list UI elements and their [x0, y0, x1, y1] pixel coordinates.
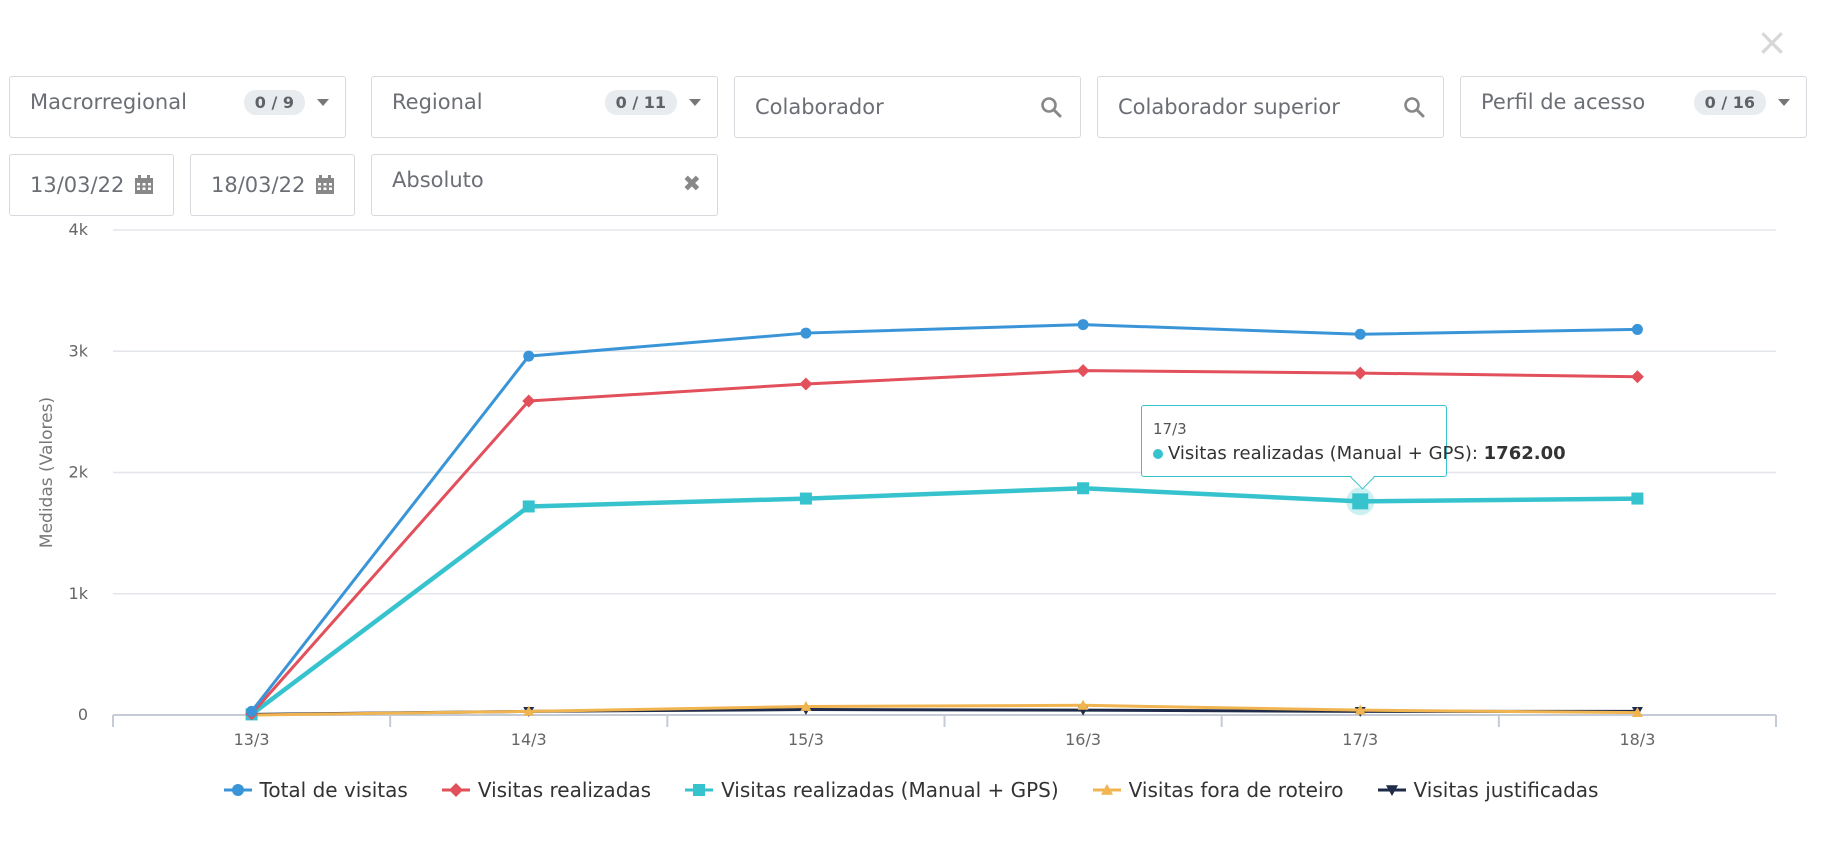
series-line: [250, 323, 1638, 713]
legend-marker: [1100, 784, 1113, 795]
y-tick-label: 2k: [69, 463, 89, 482]
clear-icon[interactable]: ✖: [682, 172, 701, 197]
calendar-icon[interactable]: [131, 172, 157, 198]
legend-marker-icon: [441, 783, 470, 797]
legend-item[interactable]: Visitas fora de roteiro: [1092, 778, 1344, 802]
data-point: [1352, 493, 1369, 510]
x-tick-label: 17/3: [1342, 730, 1378, 749]
x-tick-label: 13/3: [234, 730, 270, 749]
data-point: [799, 377, 813, 391]
legend-item[interactable]: Total de visitas: [223, 778, 408, 802]
legend-label: Visitas realizadas: [477, 778, 652, 802]
data-point: [799, 492, 812, 505]
regional-count-badge: 0 / 11: [604, 89, 677, 115]
legend-item[interactable]: Visitas realizadas (Manual + GPS): [685, 778, 1059, 802]
close-icon[interactable]: ×: [1756, 20, 1788, 64]
legend-marker: [448, 783, 463, 797]
chart-tooltip: 17/3 Visitas realizadas (Manual + GPS): …: [1141, 405, 1566, 490]
colaborador-search-field[interactable]: Colaborador: [734, 76, 1081, 138]
series-0: [246, 319, 1643, 717]
colaborador-superior-placeholder: Colaborador superior: [1118, 95, 1340, 119]
mode-value: Absoluto: [392, 168, 484, 192]
x-tick-label: 15/3: [788, 730, 824, 749]
data-point: [523, 350, 535, 362]
series-line: [251, 703, 1638, 717]
data-point: [246, 705, 258, 717]
y-axis-title: Medidas (Valores): [37, 397, 57, 548]
macrorregional-count-badge: 0 / 9: [243, 89, 305, 115]
chevron-down-icon: [689, 98, 701, 106]
data-point: [800, 327, 812, 339]
y-tick-label: 0: [78, 705, 88, 724]
search-icon[interactable]: [1038, 94, 1064, 120]
chevron-down-icon: [1778, 98, 1790, 106]
legend-marker-icon: [223, 784, 252, 796]
tooltip-line: Visitas realizadas (Manual + GPS): 1762.…: [1153, 443, 1566, 464]
regional-select[interactable]: Regional 0 / 11: [371, 76, 718, 138]
y-tick-label: 3k: [69, 341, 89, 360]
legend-marker-icon: [1377, 785, 1406, 796]
start-date-value: 13/03/22: [30, 173, 125, 197]
data-point: [522, 500, 535, 513]
data-point: [1631, 492, 1644, 505]
regional-label: Regional: [392, 90, 483, 114]
macrorregional-select[interactable]: Macrorregional 0 / 9: [9, 76, 346, 138]
series-line: [250, 369, 1638, 715]
data-point: [522, 394, 536, 408]
legend-label: Visitas realizadas (Manual + GPS): [721, 778, 1059, 802]
data-point: [800, 701, 812, 711]
colaborador-superior-search-field[interactable]: Colaborador superior: [1097, 76, 1444, 138]
data-point: [523, 705, 535, 716]
legend-item[interactable]: Visitas justificadas: [1377, 778, 1599, 802]
end-date-value: 18/03/22: [211, 173, 306, 197]
legend-label: Visitas fora de roteiro: [1128, 778, 1344, 802]
mode-select[interactable]: Absoluto ✖: [371, 154, 718, 216]
legend-marker: [693, 784, 706, 796]
calendar-icon[interactable]: [312, 172, 338, 198]
data-point: [1353, 366, 1367, 380]
legend-marker: [231, 784, 244, 796]
series-2: [245, 482, 1644, 721]
perfil-de-acesso-select[interactable]: Perfil de acesso 0 / 16: [1460, 76, 1807, 138]
x-tick-label: 14/3: [511, 730, 547, 749]
y-tick-label: 4k: [69, 220, 89, 239]
tooltip-value: 1762.00: [1483, 443, 1566, 464]
macrorregional-label: Macrorregional: [30, 90, 187, 114]
y-tick-label: 1k: [69, 584, 89, 603]
legend-marker-icon: [685, 784, 714, 796]
legend-label: Total de visitas: [259, 778, 408, 802]
x-tick-label: 16/3: [1065, 730, 1101, 749]
data-point: [1354, 704, 1366, 715]
search-icon[interactable]: [1401, 94, 1427, 120]
chevron-down-icon: [317, 98, 329, 106]
perfil-label: Perfil de acesso: [1481, 90, 1646, 114]
perfil-count-badge: 0 / 16: [1693, 89, 1766, 115]
legend-item[interactable]: Visitas realizadas: [441, 778, 652, 802]
data-point: [1077, 319, 1089, 331]
legend-marker-icon: [1092, 784, 1121, 795]
start-date-field[interactable]: 13/03/22: [9, 154, 174, 216]
series-line: [250, 486, 1638, 717]
tooltip-series-dot: [1153, 449, 1163, 459]
line-chart: 0 1k 2k 3k 4k 13/3 14/3 15/3 16/3 17/3 18/3 Medidas…: [37, 220, 1777, 749]
data-point: [1076, 364, 1090, 378]
data-point: [1631, 323, 1643, 335]
data-point: [1631, 707, 1643, 717]
legend-label: Visitas justificadas: [1413, 778, 1599, 802]
tooltip-series-name: Visitas realizadas (Manual + GPS): [1168, 443, 1472, 464]
tooltip-category: 17/3: [1153, 420, 1187, 438]
data-point: [1354, 328, 1366, 340]
data-point: [1077, 482, 1090, 495]
end-date-field[interactable]: 18/03/22: [190, 154, 355, 216]
colaborador-placeholder: Colaborador: [755, 95, 884, 119]
data-point: [1630, 370, 1644, 384]
legend-marker: [1385, 785, 1398, 796]
chart-legend: Total de visitas Visitas realizadas Visita…: [0, 778, 1822, 802]
series-1: [245, 364, 1644, 721]
data-point: [1077, 699, 1089, 710]
x-tick-label: 18/3: [1619, 730, 1655, 749]
